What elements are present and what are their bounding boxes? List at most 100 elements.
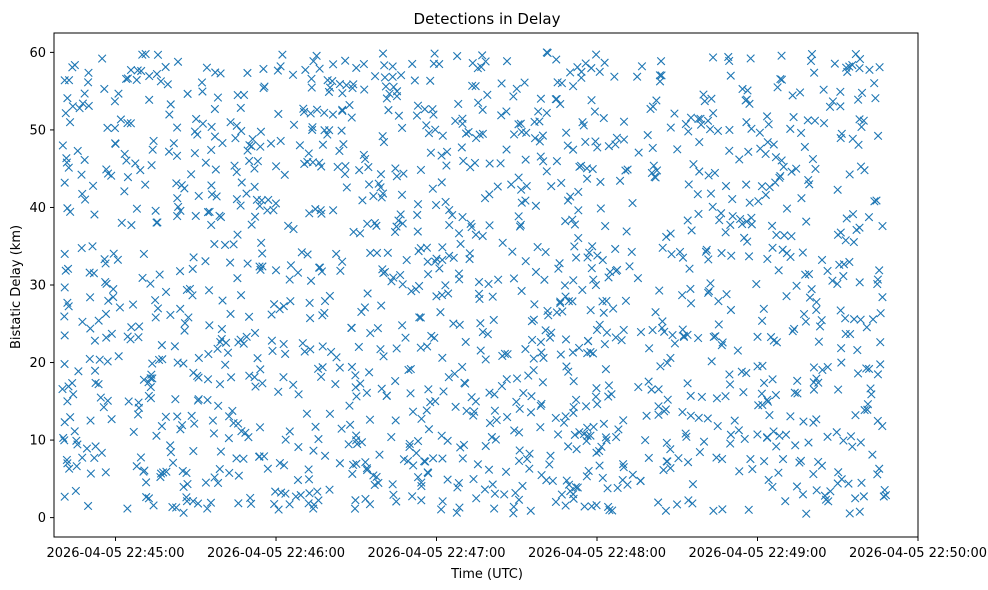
data-point — [753, 332, 762, 342]
data-point — [714, 297, 723, 306]
x-axis: 2026-04-05 22:45:00 2026-04-05 22:46:00 20… — [46, 537, 987, 561]
data-point — [184, 313, 193, 322]
data-point — [369, 191, 378, 201]
data-point — [304, 465, 313, 474]
data-point — [305, 313, 315, 323]
data-point — [777, 75, 787, 84]
data-point — [364, 368, 374, 377]
data-point — [258, 262, 267, 271]
data-point — [512, 397, 521, 407]
data-point — [739, 387, 748, 397]
data-point — [747, 220, 757, 229]
data-point — [169, 139, 179, 148]
data-point — [233, 230, 242, 239]
data-point — [407, 492, 417, 501]
data-point — [206, 498, 216, 507]
data-point — [694, 209, 703, 219]
data-point — [516, 220, 525, 229]
data-point — [592, 501, 601, 510]
data-point — [117, 218, 126, 227]
data-point — [715, 216, 724, 225]
data-point — [569, 276, 578, 285]
data-point — [430, 333, 439, 342]
data-point — [703, 288, 713, 298]
data-point — [636, 476, 645, 486]
data-point — [311, 204, 320, 214]
data-point — [611, 432, 621, 442]
data-point — [468, 81, 477, 90]
data-point — [285, 427, 294, 436]
data-point — [481, 441, 490, 451]
data-point — [354, 165, 364, 175]
data-point — [416, 313, 426, 322]
data-point — [404, 365, 413, 375]
data-point — [335, 79, 345, 89]
data-point — [392, 91, 402, 101]
data-point — [146, 382, 156, 392]
data-point — [426, 397, 435, 407]
data-point — [762, 433, 772, 443]
data-point — [510, 426, 519, 435]
data-point — [268, 346, 277, 356]
data-point — [201, 257, 210, 266]
data-point — [377, 193, 386, 202]
data-point — [84, 101, 93, 111]
data-point — [161, 412, 171, 421]
data-point — [380, 73, 390, 82]
data-point — [441, 281, 450, 290]
data-point — [395, 270, 405, 280]
data-point — [426, 76, 435, 85]
data-point — [566, 486, 575, 496]
data-point — [647, 385, 656, 394]
data-point — [469, 474, 478, 484]
data-point — [328, 76, 337, 86]
y-tick-label: 10 — [29, 434, 46, 449]
data-point — [306, 345, 315, 354]
data-point — [280, 170, 289, 180]
data-point — [812, 486, 821, 495]
data-point — [286, 261, 296, 270]
data-point — [372, 221, 381, 230]
data-point — [232, 194, 242, 204]
data-point — [509, 502, 518, 511]
data-point — [577, 67, 586, 77]
data-point — [733, 346, 743, 355]
data-point — [856, 162, 866, 171]
data-point — [693, 189, 703, 199]
data-point — [91, 378, 100, 388]
data-point — [685, 264, 694, 273]
data-point — [564, 296, 574, 306]
data-point — [652, 96, 661, 105]
data-point — [285, 275, 294, 284]
data-point — [474, 277, 484, 287]
data-point — [853, 95, 863, 104]
data-point — [497, 381, 507, 391]
data-point — [619, 135, 629, 144]
data-point — [435, 264, 444, 273]
data-point — [762, 395, 772, 404]
data-point — [83, 501, 93, 511]
data-point — [454, 478, 464, 488]
data-point — [74, 367, 83, 376]
data-point — [347, 362, 357, 372]
data-point — [331, 379, 340, 389]
x-tick-label: 2026-04-05 22:50:00 — [849, 546, 987, 561]
data-point — [703, 116, 713, 125]
data-point — [269, 300, 279, 309]
data-point — [599, 308, 608, 317]
data-point — [681, 119, 691, 129]
data-point — [410, 76, 420, 85]
data-point — [403, 456, 413, 466]
data-point — [70, 427, 79, 436]
data-point — [207, 220, 216, 230]
data-point — [439, 387, 448, 396]
data-point — [587, 96, 596, 105]
data-point — [580, 502, 589, 511]
data-point — [467, 222, 476, 232]
data-point — [374, 179, 383, 188]
data-point — [223, 348, 233, 357]
data-point — [437, 151, 446, 160]
data-point — [516, 119, 525, 128]
data-point — [307, 74, 316, 83]
data-point — [526, 408, 536, 417]
